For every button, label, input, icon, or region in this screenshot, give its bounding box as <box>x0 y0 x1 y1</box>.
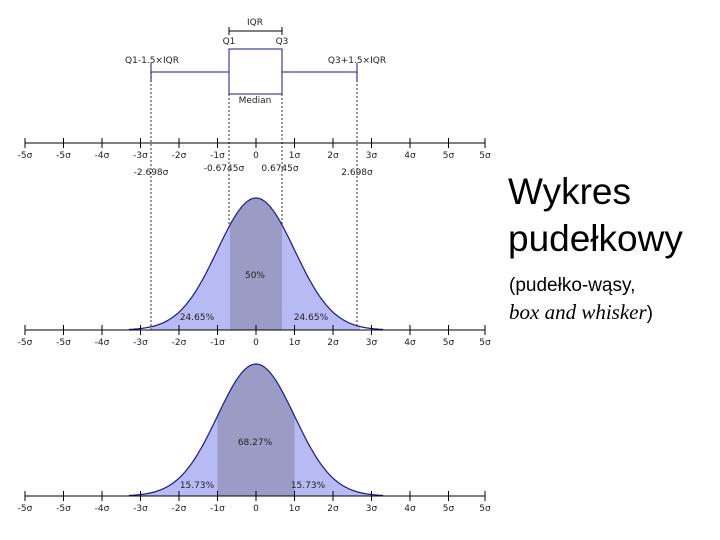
curve-line <box>128 197 384 330</box>
median-label: Median <box>239 96 272 106</box>
axis-tick-label: -1σ <box>210 151 225 161</box>
center-pct-label: 68.27% <box>238 438 273 448</box>
sigma-axis: -5σ -4σ -3σ -2σ -1σ 0 1σ 2σ 3σ 4σ 5σ -5σ 5σ <box>18 138 491 161</box>
axis-tick-label: -5σ <box>56 338 71 348</box>
curve-center-fill <box>230 198 282 330</box>
axis-edge-label: 5σ <box>479 338 491 348</box>
q1-label: Q1 <box>223 37 236 47</box>
axis-tick-label: 1σ <box>289 151 301 161</box>
q3-label: Q3 <box>276 37 289 47</box>
box-plot: IQR Q1 Q3 Q1-1.5×IQR Q3+1.5×IQR Median <box>125 18 386 106</box>
normal-curve-sigma: 68.27% 15.73% 15.73% <box>25 363 485 497</box>
sigma-axis: -5σ -4σ -3σ -2σ -1σ 0 1σ 2σ 3σ 4σ 5σ -5σ 5σ <box>18 325 491 348</box>
mark-q3: 0.6745σ <box>261 164 298 174</box>
axis-edge-label: -5σ <box>18 151 33 161</box>
axis-tick-label: -2σ <box>172 504 187 514</box>
mark-whisker-low: -2.698σ <box>134 168 169 178</box>
axis-tick-label: 5σ <box>443 338 455 348</box>
axis-tick-label: 2σ <box>327 504 339 514</box>
axis-tick-label: -3σ <box>133 504 148 514</box>
axis-edge-label: -5σ <box>18 504 33 514</box>
axis-tick-label: 0 <box>253 151 259 161</box>
axis-tick-label: 5σ <box>443 504 455 514</box>
axis-tick-label: 3σ <box>366 504 378 514</box>
axis-tick-label: 1σ <box>289 504 301 514</box>
left-pct-label: 15.73% <box>180 481 215 491</box>
axis-tick-label: 0 <box>253 338 259 348</box>
boxplot-normal-diagram: IQR Q1 Q3 Q1-1.5×IQR Q3+1.5×IQR Median -… <box>18 18 491 514</box>
mark-whisker-high: 2.698σ <box>341 168 373 178</box>
axis-tick-label: 4σ <box>404 338 416 348</box>
axis-tick-label: 2σ <box>327 151 339 161</box>
axis-tick-label: -2σ <box>172 151 187 161</box>
slide-title: Wykres pudełkowy <box>508 168 720 262</box>
subtitle-part-2: box and whisker <box>509 300 647 324</box>
axis-tick-label: 4σ <box>404 504 416 514</box>
axis-tick-label: -4σ <box>95 504 110 514</box>
curve-center-fill <box>217 364 295 496</box>
mark-q1: -0.6745σ <box>204 164 245 174</box>
axis-tick-label: 2σ <box>327 338 339 348</box>
center-pct-label: 50% <box>245 271 265 281</box>
axis-tick-label: -5σ <box>56 504 71 514</box>
curve-line <box>128 363 384 496</box>
axis-tick-label: 5σ <box>443 151 455 161</box>
sigma-axis: -5σ -4σ -3σ -2σ -1σ 0 1σ 2σ 3σ 4σ 5σ -5σ 5σ <box>18 491 491 514</box>
lower-whisker-label: Q1-1.5×IQR <box>125 56 179 66</box>
subtitle-part-3: ) <box>646 303 653 324</box>
slide-subtitle: (pudełko-wąsy, box and whisker) <box>509 273 719 327</box>
axis-tick-label: -3σ <box>133 151 148 161</box>
axis-tick-label: -5σ <box>56 151 71 161</box>
axis-edge-label: -5σ <box>18 338 33 348</box>
axis-tick-label: 3σ <box>366 151 378 161</box>
axis-tick-label: -4σ <box>95 338 110 348</box>
axis-tick-label: -1σ <box>210 338 225 348</box>
axis-tick-label: 1σ <box>289 338 301 348</box>
upper-whisker-label: Q3+1.5×IQR <box>328 56 386 66</box>
iqr-label: IQR <box>247 18 263 28</box>
right-pct-label: 24.65% <box>294 313 329 323</box>
normal-curve-iqr: 50% 24.65% 24.65% <box>25 197 485 331</box>
title-line-2: pudełkowy <box>508 218 683 259</box>
axis-edge-label: 5σ <box>479 504 491 514</box>
axis-tick-label: -1σ <box>210 504 225 514</box>
axis-tick-label: -4σ <box>95 151 110 161</box>
left-pct-label: 24.65% <box>180 313 215 323</box>
axis-edge-label: 5σ <box>479 151 491 161</box>
axis-tick-label: -3σ <box>133 338 148 348</box>
axis-tick-label: 3σ <box>366 338 378 348</box>
title-line-1: Wykres <box>508 171 631 212</box>
right-pct-label: 15.73% <box>291 481 326 491</box>
iqr-box <box>228 48 283 95</box>
axis-tick-label: 4σ <box>404 151 416 161</box>
subtitle-part-1: (pudełko-wąsy, <box>509 275 636 296</box>
axis-tick-label: 0 <box>253 504 259 514</box>
axis-tick-label: -2σ <box>172 338 187 348</box>
axis-marks: -2.698σ -0.6745σ 0.6745σ 2.698σ <box>134 164 373 178</box>
